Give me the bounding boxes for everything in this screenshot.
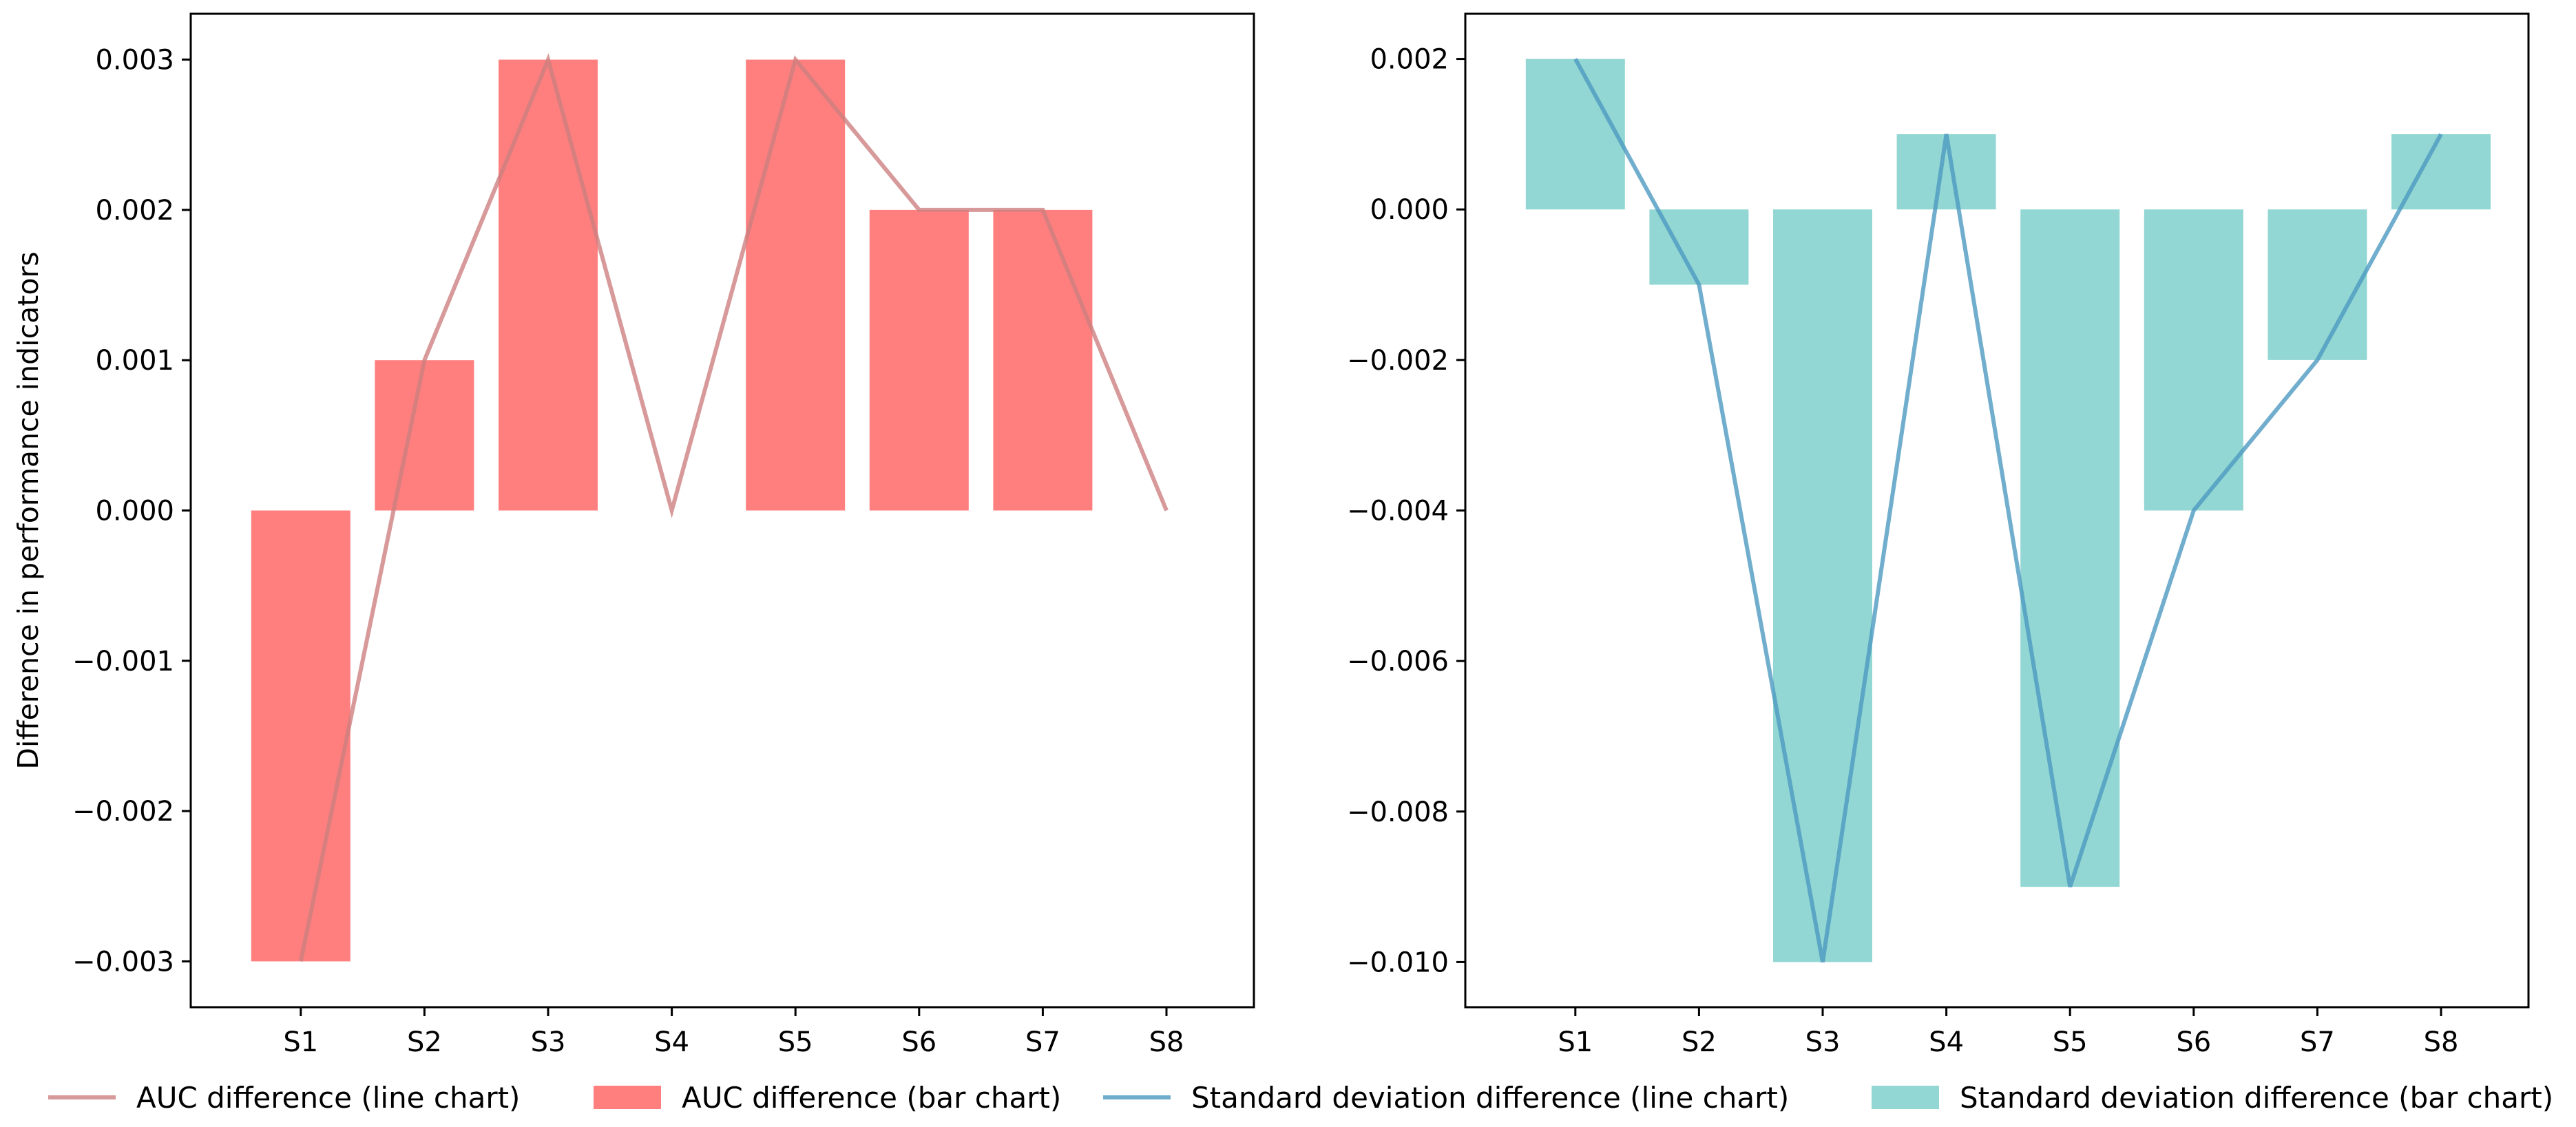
x-tick-label-S5: S5 — [778, 1026, 813, 1058]
x-tick-label-S8: S8 — [2424, 1026, 2459, 1058]
bar-S2 — [375, 360, 474, 511]
x-tick-label-S4: S4 — [654, 1026, 689, 1058]
legend-bar-swatch — [1872, 1086, 1939, 1109]
x-tick-label-S1: S1 — [283, 1026, 318, 1058]
bar-S1 — [251, 510, 350, 962]
legend-item: AUC difference (line chart) — [48, 1081, 520, 1115]
bar-S6 — [2144, 209, 2243, 511]
y-tick-label: 0.002 — [95, 195, 174, 227]
x-tick-label-S5: S5 — [2053, 1026, 2088, 1058]
y-tick-label: 0.000 — [1370, 194, 1449, 226]
y-tick-label: −0.004 — [1347, 496, 1449, 527]
legend-label: Standard deviation difference (line char… — [1191, 1081, 1789, 1115]
y-tick-label: −0.010 — [1347, 947, 1449, 978]
legend-label: Standard deviation difference (bar chart… — [1960, 1081, 2553, 1115]
legend-bar-swatch — [594, 1086, 661, 1109]
bar-S7 — [993, 209, 1093, 511]
x-tick-label-S1: S1 — [1558, 1026, 1593, 1058]
y-tick-label: −0.003 — [72, 946, 174, 978]
legend: AUC difference (line chart) AUC differenc… — [48, 1081, 2553, 1115]
bar-S7 — [2268, 209, 2367, 360]
y-tick-label: −0.001 — [72, 646, 174, 677]
x-tick-label-S3: S3 — [1805, 1026, 1841, 1058]
legend-item: AUC difference (bar chart) — [594, 1081, 1061, 1115]
x-tick-label-S2: S2 — [407, 1026, 442, 1058]
x-tick-label-S7: S7 — [1025, 1026, 1060, 1058]
x-tick-label-S8: S8 — [1149, 1026, 1184, 1058]
bar-S3 — [1773, 209, 1872, 962]
std-difference-panel: −0.010 −0.008 −0.006 −0.004 −0.002 0.000 0.002… — [1347, 12, 2530, 1058]
series-line — [298, 53, 1169, 962]
y-tick-label: 0.001 — [95, 345, 174, 377]
y-axis-label: Difference in performance indicators — [12, 251, 45, 769]
bar-S6 — [869, 209, 969, 511]
bar-S3 — [499, 59, 598, 511]
y-tick-label: −0.006 — [1347, 646, 1449, 677]
y-tick-label: −0.008 — [1347, 797, 1449, 828]
y-tick-label: 0.002 — [1370, 44, 1449, 76]
x-tick-label-S3: S3 — [531, 1026, 566, 1058]
x-tick-label-S2: S2 — [1682, 1026, 1717, 1058]
legend-item: Standard deviation difference (bar chart… — [1872, 1081, 2553, 1115]
series-line — [1573, 58, 2443, 962]
x-tick-label-S6: S6 — [901, 1026, 936, 1058]
legend-item: Standard deviation difference (line char… — [1103, 1081, 1789, 1115]
legend-label: AUC difference (bar chart) — [682, 1081, 1061, 1115]
legend-label: AUC difference (line chart) — [136, 1081, 520, 1115]
bar-S1 — [1525, 59, 1625, 210]
bar-S5 — [2020, 209, 2120, 887]
y-tick-label: 0.000 — [95, 496, 174, 527]
x-tick-label-S7: S7 — [2300, 1026, 2335, 1058]
bar-S5 — [746, 59, 846, 511]
y-tick-label: −0.002 — [1347, 345, 1449, 377]
y-tick-label: −0.002 — [72, 796, 174, 828]
auc-difference-panel: −0.003 −0.002 −0.001 0.000 0.001 0.002 0.003 S1… — [12, 12, 1255, 1058]
y-tick-label: 0.003 — [95, 45, 174, 76]
x-tick-label-S6: S6 — [2176, 1026, 2211, 1058]
x-tick-label-S4: S4 — [1929, 1026, 1964, 1058]
